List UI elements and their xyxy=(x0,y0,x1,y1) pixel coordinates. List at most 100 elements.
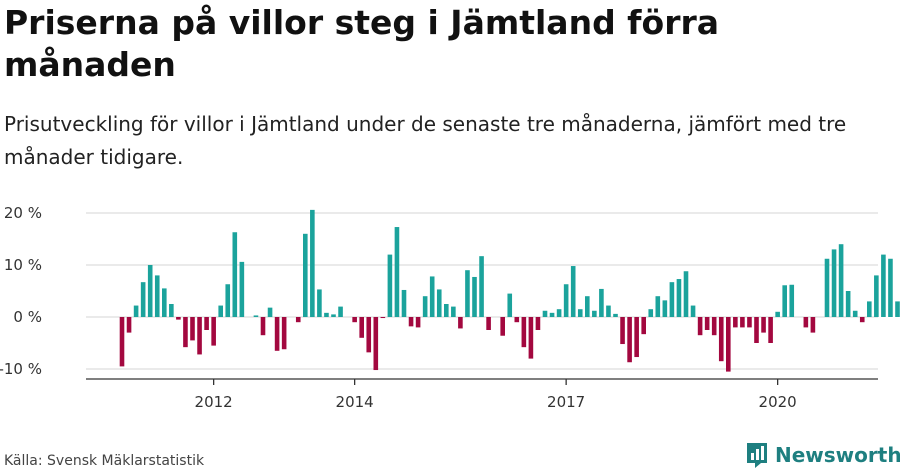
bar xyxy=(711,317,717,336)
bar xyxy=(140,282,146,317)
bar xyxy=(704,317,710,330)
bar xyxy=(472,276,477,317)
bar xyxy=(239,261,245,317)
bar xyxy=(662,300,668,317)
bar xyxy=(429,276,435,317)
bar xyxy=(754,317,759,343)
bar xyxy=(119,317,125,367)
bar xyxy=(394,227,400,317)
bar xyxy=(867,301,872,317)
bar xyxy=(507,293,513,317)
bar xyxy=(599,288,604,317)
bar xyxy=(627,317,632,363)
bar xyxy=(387,254,393,317)
bar xyxy=(556,309,562,317)
bar xyxy=(613,313,618,317)
bar xyxy=(831,249,837,317)
bar xyxy=(331,314,336,317)
bar xyxy=(592,310,597,317)
bar xyxy=(451,306,456,317)
bar xyxy=(281,317,287,350)
bar xyxy=(874,275,879,317)
bar xyxy=(655,296,661,317)
bar xyxy=(810,317,816,333)
bar xyxy=(747,317,752,328)
x-tick-label: 2017 xyxy=(547,393,585,411)
bar xyxy=(232,232,238,317)
bar xyxy=(260,317,266,336)
bar xyxy=(479,256,484,317)
bar xyxy=(458,317,463,329)
bar xyxy=(500,317,505,336)
bar xyxy=(324,312,329,317)
bar xyxy=(577,309,583,317)
x-tick-label: 2012 xyxy=(195,393,233,411)
bar xyxy=(303,233,308,317)
bar xyxy=(422,296,428,317)
bar xyxy=(726,317,731,372)
bar xyxy=(888,258,893,317)
bar xyxy=(549,312,555,317)
bar xyxy=(528,317,534,359)
bar xyxy=(190,317,195,341)
bar xyxy=(408,317,414,327)
bar xyxy=(690,305,696,317)
bar xyxy=(197,317,202,355)
bar xyxy=(895,301,900,317)
bar xyxy=(852,310,858,317)
bar xyxy=(570,266,576,317)
bar xyxy=(697,317,703,336)
bar xyxy=(789,284,795,317)
bar xyxy=(465,270,470,317)
bar xyxy=(126,317,132,333)
bar xyxy=(606,305,611,317)
bar xyxy=(380,317,386,319)
bar xyxy=(204,317,209,330)
chart-title: Priserna på villor steg i Jämtland förra… xyxy=(4,3,720,84)
bar xyxy=(162,288,167,317)
bar xyxy=(563,284,569,317)
bar xyxy=(648,309,654,317)
bar xyxy=(225,284,231,317)
bar xyxy=(486,317,491,330)
bar xyxy=(373,317,379,371)
bar xyxy=(768,317,773,343)
bar xyxy=(620,317,625,345)
bar-chart: 20 %10 %0 %-10 %201220142017202020225 % xyxy=(0,204,900,411)
bar xyxy=(733,317,738,328)
bar xyxy=(267,307,273,317)
bar xyxy=(317,289,322,317)
x-tick-label: 2020 xyxy=(759,393,797,411)
bar xyxy=(641,317,646,335)
bar xyxy=(775,311,780,317)
bar xyxy=(218,305,223,317)
source-label: Källa: Svensk Mäklarstatistik xyxy=(4,453,205,469)
bar xyxy=(444,304,449,317)
bar xyxy=(415,317,421,328)
bar xyxy=(824,258,830,317)
chart-subtitle: Prisutveckling för villor i Jämtland und… xyxy=(4,112,847,169)
bar xyxy=(521,317,527,348)
bar xyxy=(253,315,259,317)
bar xyxy=(401,289,407,317)
bar xyxy=(176,317,181,320)
bar xyxy=(669,282,675,317)
bar xyxy=(310,209,315,317)
bar xyxy=(211,317,216,346)
bar xyxy=(761,317,766,333)
bar xyxy=(881,254,886,317)
bar xyxy=(295,317,301,323)
bar xyxy=(514,317,520,323)
x-tick-label: 2014 xyxy=(336,393,374,411)
bar xyxy=(634,317,639,358)
bar xyxy=(154,275,160,317)
bar xyxy=(718,317,724,362)
bar xyxy=(838,244,844,317)
bar xyxy=(169,304,174,317)
brand-name: Newsworthy xyxy=(775,443,900,467)
bar xyxy=(535,317,541,330)
bar xyxy=(133,305,139,317)
bar xyxy=(845,291,851,317)
brand-logo[interactable]: Newsworthy xyxy=(745,441,900,469)
bar xyxy=(359,317,364,338)
